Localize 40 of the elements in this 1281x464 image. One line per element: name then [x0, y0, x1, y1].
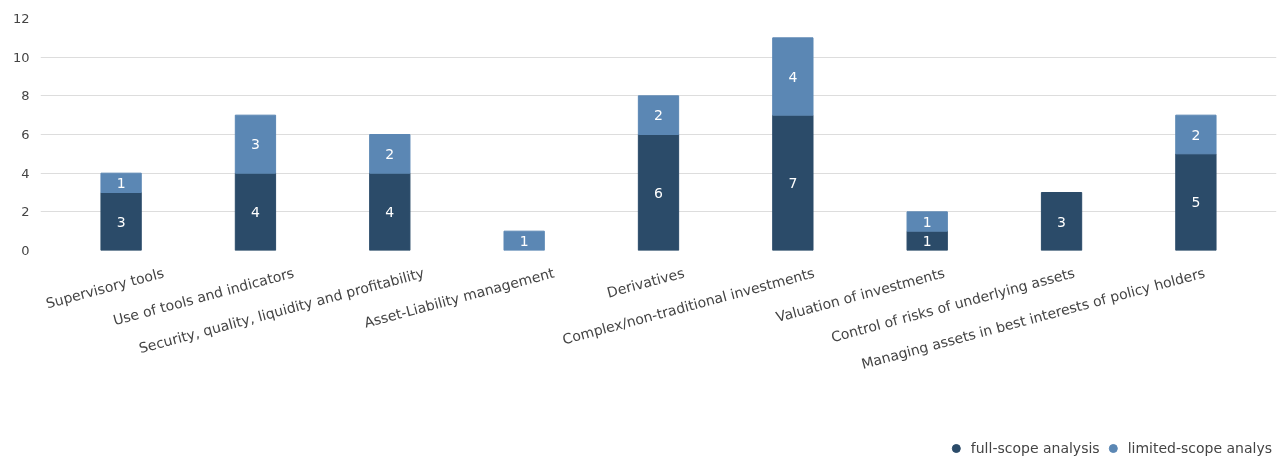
y-tick-label: 2 [21, 204, 30, 220]
data-label: 4 [251, 203, 260, 220]
data-label: 1 [922, 213, 932, 230]
bar [772, 114, 814, 251]
data-label: 3 [116, 213, 126, 230]
bar [100, 192, 142, 251]
bar [369, 172, 411, 251]
data-label: 2 [1191, 126, 1201, 143]
data-label: 3 [251, 136, 260, 153]
y-tick-label: 6 [21, 127, 30, 142]
data-label: 5 [1191, 194, 1201, 211]
data-label: 1 [116, 174, 126, 191]
bar [369, 134, 411, 174]
y-tick-label: 10 [12, 49, 30, 65]
bar [100, 172, 142, 193]
data-label: 1 [922, 232, 932, 249]
bar [906, 211, 948, 232]
data-label: 4 [385, 203, 395, 220]
data-label: 2 [385, 145, 395, 162]
bar [1175, 114, 1217, 155]
data-label: 3 [1057, 213, 1067, 230]
y-tick-label: 0 [21, 243, 30, 258]
y-tick-label: 12 [12, 11, 30, 26]
bar [234, 172, 277, 251]
bar [1040, 192, 1083, 251]
data-label: 4 [788, 68, 798, 85]
bar [503, 230, 545, 251]
data-label: 7 [788, 174, 798, 191]
legend-label: limited-scope analys [1127, 440, 1272, 456]
bar [1175, 153, 1217, 251]
y-tick-label: 4 [21, 165, 30, 181]
bar [637, 95, 680, 135]
data-label: 2 [654, 107, 663, 124]
y-tick-label: 8 [21, 88, 30, 104]
bar [772, 37, 814, 116]
legend-label: full-scope analysis [970, 440, 1100, 456]
data-label: 6 [654, 184, 664, 201]
data-label: 1 [519, 232, 529, 249]
bar [234, 114, 277, 174]
bar [637, 134, 680, 251]
